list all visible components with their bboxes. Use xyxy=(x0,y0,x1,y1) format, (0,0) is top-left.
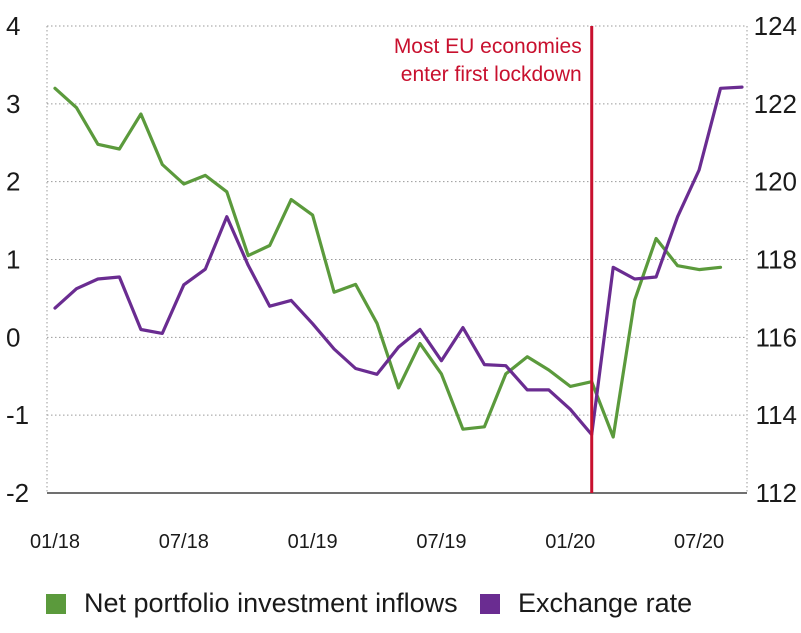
y-right-tick-label: 112 xyxy=(756,478,797,508)
x-tick-label: 01/19 xyxy=(288,531,338,553)
legend-item-inflows: Net portfolio investment inflows xyxy=(46,588,458,619)
x-tick-label: 07/20 xyxy=(674,531,724,553)
event-markers: Most EU economies enter first lockdown xyxy=(394,26,594,493)
y-left-tick-label: -1 xyxy=(6,400,29,430)
legend-swatch-exchange-rate xyxy=(480,593,500,614)
y-left-tick-label: -2 xyxy=(6,478,29,508)
x-tick-label: 01/18 xyxy=(30,531,80,553)
x-tick-label: 01/20 xyxy=(545,531,595,553)
legend-swatch-inflows xyxy=(46,593,66,614)
y-right-tick-label: 118 xyxy=(756,245,797,275)
event-annotation: Most EU economies xyxy=(394,35,582,58)
y-right-tick-label: 120 xyxy=(754,167,797,197)
y-left-tick-label: 2 xyxy=(6,167,20,197)
y-left-tick-label: 4 xyxy=(6,11,20,41)
legend-label-inflows: Net portfolio investment inflows xyxy=(84,588,458,618)
chart: Most EU economies enter first lockdown -2… xyxy=(6,11,797,553)
legend-label-exchange-rate: Exchange rate xyxy=(518,588,693,618)
y-left-tick-label: 1 xyxy=(6,245,20,275)
y-left-tick-label: 3 xyxy=(6,89,20,119)
x-tick-label: 07/19 xyxy=(416,531,466,553)
y-right-tick-label: 116 xyxy=(756,322,797,352)
legend: Net portfolio investment inflows Exchang… xyxy=(0,588,801,628)
y-right-tick-label: 124 xyxy=(754,11,797,41)
y-right-tick-label: 122 xyxy=(754,89,797,119)
y-right-tick-label: 114 xyxy=(756,400,797,430)
series-line-inflows xyxy=(53,86,723,439)
x-tick-label: 07/18 xyxy=(159,531,209,553)
gridlines xyxy=(46,25,748,493)
series-lines xyxy=(53,85,744,439)
legend-item-exchange-rate: Exchange rate xyxy=(480,588,692,619)
tick-labels: -2 -1 0 1 2 3 4 112 114 116 118 120 122 124 01/18 07/18… xyxy=(6,11,797,553)
y-left-tick-label: 0 xyxy=(6,322,20,352)
event-annotation: enter first lockdown xyxy=(401,63,582,86)
series-line-exchange-rate xyxy=(53,85,744,437)
